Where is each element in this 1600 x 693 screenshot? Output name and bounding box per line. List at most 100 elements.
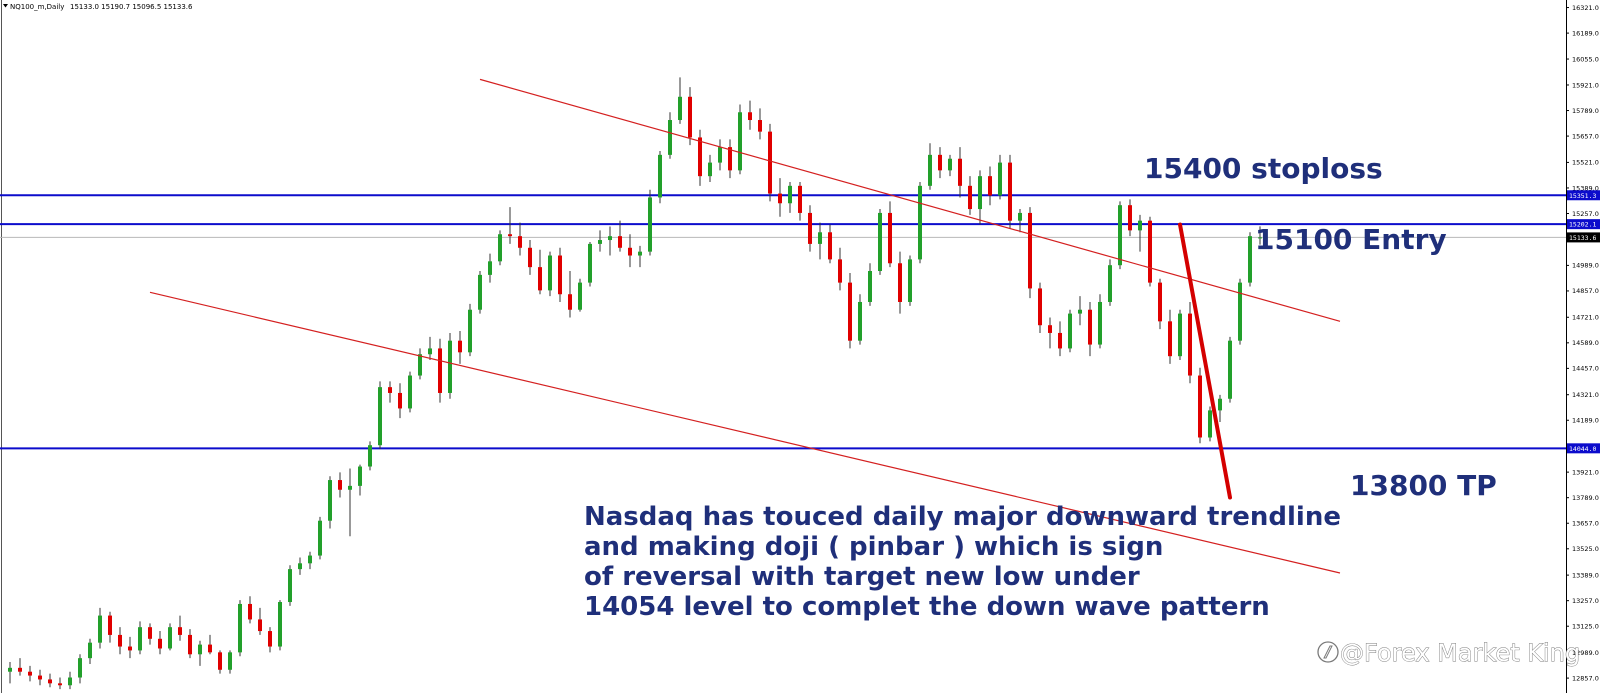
y-tick-label: 15389.0	[1572, 184, 1599, 192]
note-line-1: Nasdaq has touced daily major downward t…	[584, 502, 1341, 532]
candle-body	[268, 631, 272, 647]
candle-body	[1078, 309, 1082, 314]
candle-body	[978, 176, 982, 210]
y-tick-label: 16055.0	[1572, 55, 1599, 63]
y-tick-label: 14721.0	[1572, 314, 1599, 322]
candle-body	[318, 520, 322, 556]
candle-body	[278, 602, 282, 647]
candle-body	[988, 176, 992, 196]
candle-body	[638, 251, 642, 256]
candle-body	[1168, 321, 1172, 357]
candle-body	[628, 247, 632, 256]
y-tick-label: 13657.0	[1572, 520, 1599, 528]
candle-body	[618, 236, 622, 248]
current-price-tag: 15133.6	[1569, 234, 1596, 242]
candle-body	[868, 271, 872, 302]
candle-body	[398, 392, 402, 409]
candle-body	[768, 131, 772, 194]
candle-body	[1158, 282, 1162, 322]
candle-body	[208, 644, 212, 653]
candle-body	[1138, 220, 1142, 231]
header-dropdown-icon	[3, 4, 8, 8]
candle-body	[448, 340, 452, 393]
candle-body	[98, 615, 102, 643]
candle-body	[708, 162, 712, 177]
stoploss-label: 15400 stoploss	[1144, 152, 1383, 185]
level-tag-0: 15351.3	[1569, 192, 1596, 200]
candle-body	[558, 255, 562, 295]
candle-body	[308, 555, 312, 564]
candle-body	[468, 309, 472, 353]
candle-body	[1188, 313, 1192, 376]
candle-body	[698, 137, 702, 177]
candle-body	[668, 120, 672, 155]
candle-body	[1238, 282, 1242, 341]
level-tag-2-bg	[1567, 443, 1600, 454]
y-tick-label: 13525.0	[1572, 545, 1599, 553]
candle-body	[1178, 313, 1182, 357]
candle-body	[818, 232, 822, 244]
candle-body	[178, 627, 182, 635]
candle-body	[418, 354, 422, 376]
candle-body	[148, 627, 152, 639]
candles	[8, 77, 1262, 690]
header-symbol: NQ100_m,Daily	[10, 3, 64, 11]
candle-body	[1048, 325, 1052, 333]
candle-body	[838, 259, 842, 283]
candle-body	[758, 120, 762, 132]
candle-body	[528, 247, 532, 268]
candle-body	[368, 445, 372, 467]
candle-body	[38, 675, 42, 680]
level-tag-1-bg	[1567, 219, 1600, 230]
y-tick-label: 15789.0	[1572, 107, 1599, 115]
trend-channel	[149, 78, 1341, 574]
candle-body	[238, 603, 242, 653]
candle-body	[228, 652, 232, 670]
level-tag-2: 14044.0	[1569, 445, 1596, 453]
candle-body	[438, 348, 442, 393]
y-tick-label: 16321.0	[1572, 4, 1599, 12]
candle-body	[1008, 162, 1012, 221]
candle-body	[1108, 265, 1112, 302]
candle-body	[738, 112, 742, 171]
candle-body	[578, 282, 582, 310]
candle-body	[8, 667, 12, 672]
candle-body	[888, 212, 892, 264]
annotations: NQ100_m,Daily 15133.0 15190.7 15096.5 15…	[3, 3, 1581, 667]
y-tick-label: 12857.0	[1572, 674, 1599, 682]
candle-body	[78, 658, 82, 678]
y-tick-label: 13389.0	[1572, 571, 1599, 579]
y-tick-label: 14321.0	[1572, 391, 1599, 399]
candle-body	[378, 387, 382, 446]
candle-body	[788, 185, 792, 204]
y-tick-label: 14989.0	[1572, 262, 1599, 270]
candle-body	[358, 466, 362, 486]
watermark-logo-icon	[1317, 641, 1339, 663]
projection-line	[1178, 222, 1232, 500]
candle-body	[158, 638, 162, 649]
candle-body	[478, 274, 482, 310]
candle-body	[998, 162, 1002, 196]
candle-body	[828, 232, 832, 260]
note-line-4: 14054 level to complet the down wave pat…	[584, 592, 1270, 622]
y-tick-label: 15657.0	[1572, 132, 1599, 140]
candle-body	[918, 185, 922, 260]
chart-frame	[0, 0, 1567, 693]
candle-body	[48, 679, 52, 684]
candle-body	[1128, 205, 1132, 231]
candle-body	[188, 634, 192, 655]
candle-body	[348, 485, 352, 490]
candle-body	[1248, 236, 1252, 283]
candle-body	[858, 301, 862, 341]
candle-body	[678, 96, 682, 121]
candle-body	[538, 267, 542, 291]
candle-body	[198, 644, 202, 655]
candle-body	[338, 480, 342, 490]
note-line-2: and making doji ( pinbar ) which is sign	[584, 532, 1163, 562]
candle-body	[388, 387, 392, 393]
candle-body	[958, 158, 962, 186]
candle-body	[658, 154, 662, 198]
level-tag-1: 15202.1	[1569, 221, 1596, 229]
candle-body	[608, 236, 612, 241]
